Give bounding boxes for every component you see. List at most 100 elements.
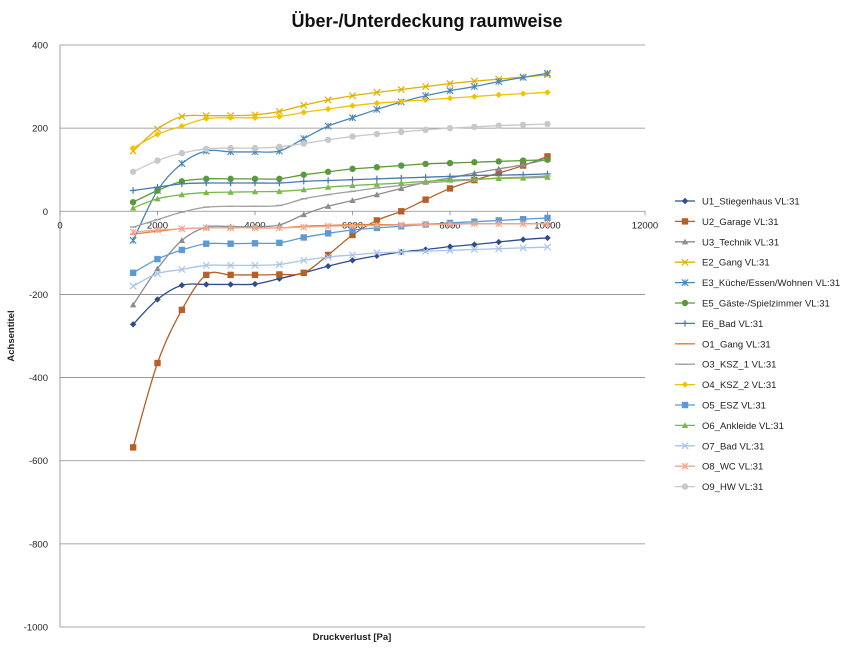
chart-title: Über-/Unterdeckung raumweise: [291, 11, 562, 31]
data-point: [129, 198, 137, 206]
data-point: [227, 175, 234, 183]
data-point: [471, 159, 478, 166]
data-point: [373, 217, 381, 224]
series-10: [129, 89, 551, 152]
data-point: [543, 243, 552, 251]
legend-label: U1_Stiegenhaus VL:31: [702, 197, 800, 208]
data-point: [422, 82, 430, 91]
series-7: [129, 170, 551, 194]
axes: 4002000-200-400-600-800-1000020004000600…: [24, 41, 659, 634]
data-point: [373, 221, 381, 230]
data-point: [519, 244, 527, 252]
data-point: [324, 168, 332, 175]
data-point: [324, 253, 332, 261]
data-point: [178, 265, 186, 274]
data-point: [446, 95, 454, 102]
legend-swatch-marker: [681, 238, 689, 245]
data-point: [227, 261, 235, 269]
data-point: [348, 251, 357, 259]
data-point: [203, 271, 210, 279]
data-point: [129, 144, 137, 152]
legend-label: O8_WC VL:31: [702, 462, 763, 473]
data-point: [324, 96, 332, 104]
data-point: [276, 271, 283, 278]
data-point: [203, 175, 210, 183]
legend-swatch-marker: [681, 258, 689, 266]
data-point: [276, 188, 283, 194]
data-point: [422, 160, 429, 168]
data-point: [203, 240, 210, 247]
series-12: [129, 173, 551, 211]
data-point: [471, 123, 478, 131]
y-tick-label: -800: [29, 539, 48, 550]
data-point: [470, 245, 478, 254]
data-point: [251, 175, 259, 183]
data-point: [227, 224, 235, 232]
data-point: [178, 159, 186, 168]
data-point: [349, 257, 356, 264]
series-line: [132, 246, 548, 287]
data-point: [251, 188, 259, 195]
data-point: [422, 178, 429, 184]
data-point: [251, 271, 259, 279]
data-point: [324, 203, 332, 209]
data-point: [300, 171, 307, 178]
legend-label: E5_Gäste-/Spielzimmer VL:31: [702, 299, 830, 310]
data-point: [324, 177, 332, 184]
data-point: [543, 69, 552, 77]
data-point: [154, 157, 161, 164]
data-point: [495, 158, 502, 165]
data-point: [227, 281, 234, 288]
data-point: [422, 246, 429, 253]
y-tick-label: 400: [32, 41, 48, 52]
series-line: [133, 223, 548, 235]
data-point: [154, 195, 161, 202]
data-point: [153, 125, 162, 133]
data-point: [349, 133, 356, 140]
data-point: [276, 239, 283, 247]
data-point: [178, 306, 186, 314]
data-point: [422, 247, 430, 255]
data-point: [324, 122, 332, 130]
legend-swatch-marker: [681, 218, 689, 225]
series-layer: [129, 69, 552, 451]
data-point: [373, 88, 381, 97]
data-point: [446, 246, 454, 254]
data-point: [154, 131, 161, 138]
data-point: [471, 176, 478, 182]
data-point: [373, 249, 381, 257]
legend-label: U2_Garage VL:31: [702, 217, 779, 228]
data-point: [153, 226, 162, 234]
data-point: [348, 222, 357, 230]
data-point: [251, 179, 259, 187]
data-point: [324, 251, 332, 259]
data-point: [519, 161, 527, 168]
data-point: [519, 215, 527, 223]
data-point: [446, 87, 454, 95]
data-point: [373, 164, 381, 171]
data-point: [300, 234, 307, 241]
y-tick-label: -600: [29, 456, 48, 467]
legend-swatch-marker: [681, 401, 689, 409]
legend: U1_Stiegenhaus VL:31 U2_Garage VL:31 U3_Te…: [675, 197, 840, 493]
data-point: [471, 241, 478, 248]
data-point: [495, 175, 502, 182]
data-point: [154, 255, 161, 263]
legend-swatch-marker: [681, 483, 689, 490]
data-point: [178, 191, 186, 198]
data-point: [300, 178, 307, 185]
legend-item: O6_Ankleide VL:31: [675, 421, 784, 432]
data-point: [300, 223, 308, 231]
data-point: [544, 120, 551, 128]
legend-label: O1_Gang VL:31: [702, 339, 771, 350]
data-point: [324, 136, 332, 143]
legend-label: O6_Ankleide VL:31: [702, 421, 784, 432]
legend-label: O4_KSZ_2 VL:31: [702, 380, 776, 391]
data-point: [446, 243, 454, 250]
data-point: [300, 256, 308, 264]
series-line: [132, 123, 548, 173]
data-point: [349, 231, 356, 239]
gridlines: [60, 44, 645, 628]
data-point: [129, 444, 137, 451]
